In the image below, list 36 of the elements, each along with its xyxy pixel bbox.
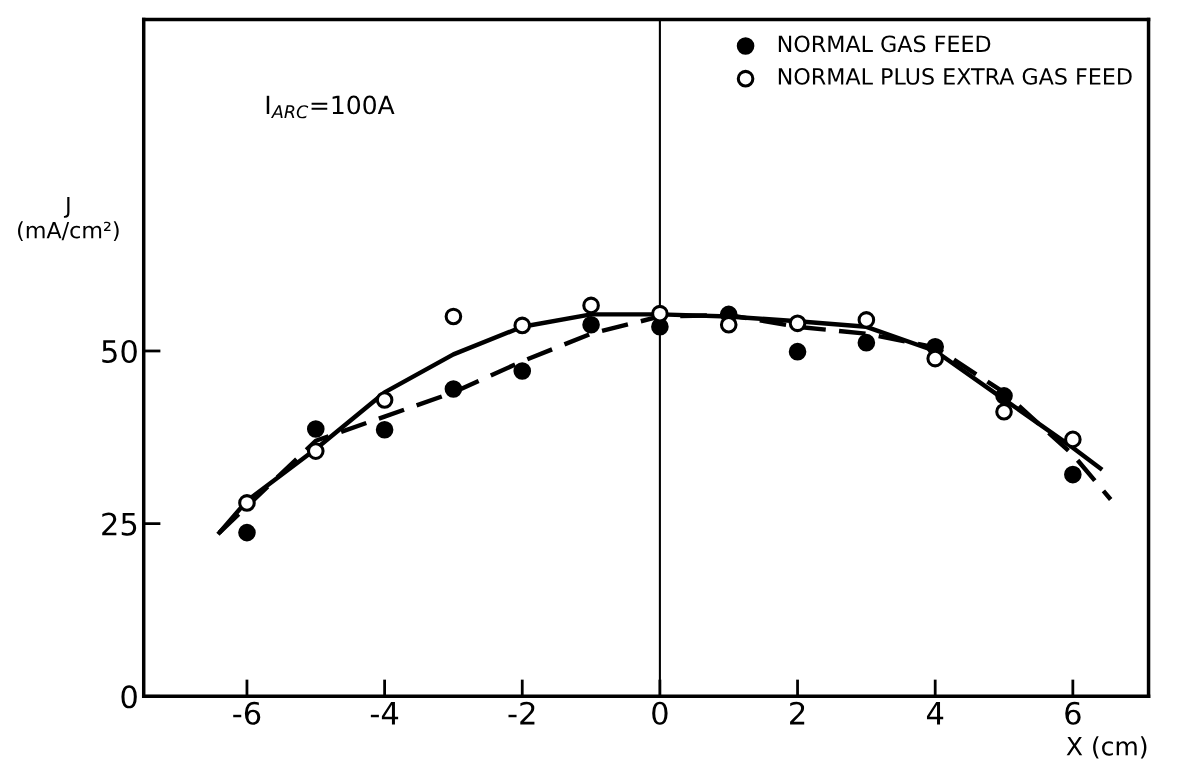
point <box>306 442 325 460</box>
point <box>857 333 876 352</box>
x-tick-label: -2 <box>508 701 535 725</box>
point <box>857 311 876 329</box>
point <box>1064 430 1082 449</box>
point <box>582 296 600 315</box>
point <box>513 362 532 380</box>
point <box>651 304 669 323</box>
point <box>1064 465 1082 484</box>
point <box>444 307 463 326</box>
x-tick-label: -6 <box>233 701 261 725</box>
legend-label: NORMAL PLUS EXTRA GAS FEED <box>778 68 1132 85</box>
point <box>306 420 325 438</box>
x-tick-label: 0 <box>652 701 668 725</box>
point <box>788 342 807 361</box>
x-axis-title: X (cm) <box>1066 736 1147 759</box>
x-tick-label: 4 <box>926 702 944 725</box>
point <box>995 402 1013 421</box>
point <box>375 391 394 409</box>
point <box>238 494 256 512</box>
point <box>375 420 394 439</box>
point <box>582 315 600 334</box>
annotation: I$_{ARC}$=100A <box>266 95 395 119</box>
point <box>444 380 463 398</box>
y-tick-label: 25 <box>102 512 137 536</box>
y-tick-label: 0 <box>121 685 137 709</box>
point <box>513 316 532 335</box>
y-axis-title: J (mA/cm²) <box>18 197 119 242</box>
x-tick-label: 6 <box>1065 701 1081 725</box>
x-tick-label: -4 <box>370 702 399 725</box>
y-tick-label: 50 <box>102 339 137 364</box>
point <box>788 314 807 333</box>
x-tick-label: 2 <box>790 701 805 725</box>
legend-label: NORMAL GAS FEED <box>778 35 991 53</box>
point <box>995 387 1013 405</box>
point <box>238 523 256 542</box>
